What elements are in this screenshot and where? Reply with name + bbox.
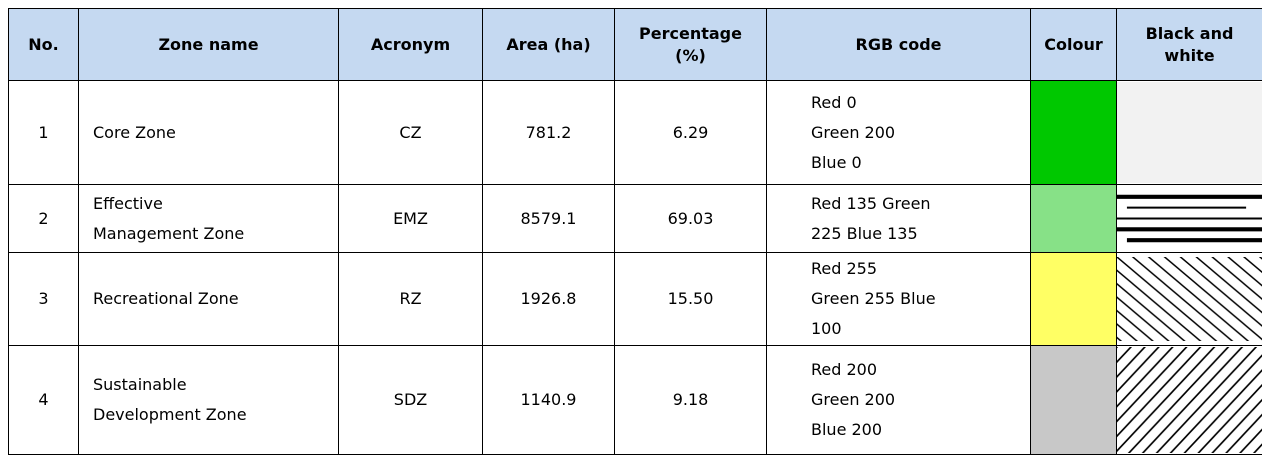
- cell-acronym: RZ: [339, 253, 483, 346]
- pattern: [1117, 347, 1262, 453]
- cell-percentage: 15.50: [615, 253, 767, 346]
- bw-pattern: [1117, 185, 1262, 253]
- pattern: [1117, 82, 1262, 183]
- bw-pattern: [1117, 253, 1262, 346]
- header-cell: RGB code: [767, 9, 1031, 81]
- header-row: No. Zone name Acronym Area (ha) Percenta…: [9, 9, 1262, 81]
- cell-area: 1926.8: [483, 253, 615, 346]
- header-cell: Percentage (%): [615, 9, 767, 81]
- header-cell: No.: [9, 9, 79, 81]
- bw-pattern: [1117, 81, 1262, 185]
- header-cell: Colour: [1031, 9, 1117, 81]
- colour-swatch: [1031, 81, 1117, 185]
- cell-rgb: Red 0 Green 200 Blue 0: [767, 81, 1031, 185]
- cell-zone: Effective Management Zone: [79, 185, 339, 253]
- header-cell: Acronym: [339, 9, 483, 81]
- cell-no: 4: [9, 346, 79, 455]
- header-cell: Zone name: [79, 9, 339, 81]
- header-cell: Black and white: [1117, 9, 1262, 81]
- colour-swatch: [1031, 253, 1117, 346]
- cell-area: 1140.9: [483, 346, 615, 455]
- cell-zone: Recreational Zone: [79, 253, 339, 346]
- cell-acronym: SDZ: [339, 346, 483, 455]
- colour-swatch: [1031, 185, 1117, 253]
- zone-table: No. Zone name Acronym Area (ha) Percenta…: [8, 8, 1262, 455]
- pattern: [1117, 257, 1262, 341]
- cell-percentage: 9.18: [615, 346, 767, 455]
- cell-acronym: CZ: [339, 81, 483, 185]
- cell-rgb: Red 135 Green 225 Blue 135: [767, 185, 1031, 253]
- cell-area: 8579.1: [483, 185, 615, 253]
- cell-acronym: EMZ: [339, 185, 483, 253]
- cell-percentage: 6.29: [615, 81, 767, 185]
- cell-no: 1: [9, 81, 79, 185]
- colour-swatch: [1031, 346, 1117, 455]
- cell-no: 2: [9, 185, 79, 253]
- header-cell: Area (ha): [483, 9, 615, 81]
- cell-percentage: 69.03: [615, 185, 767, 253]
- page: {"table": { "headers": ["No.", "Zone nam…: [0, 0, 1262, 436]
- bw-pattern: [1117, 346, 1262, 455]
- cell-zone: Sustainable Development Zone: [79, 346, 339, 455]
- cell-rgb: Red 255 Green 255 Blue 100: [767, 253, 1031, 346]
- cell-no: 3: [9, 253, 79, 346]
- pattern: [1117, 186, 1262, 251]
- cell-rgb: Red 200 Green 200 Blue 200: [767, 346, 1031, 455]
- cell-area: 781.2: [483, 81, 615, 185]
- cell-zone: Core Zone: [79, 81, 339, 185]
